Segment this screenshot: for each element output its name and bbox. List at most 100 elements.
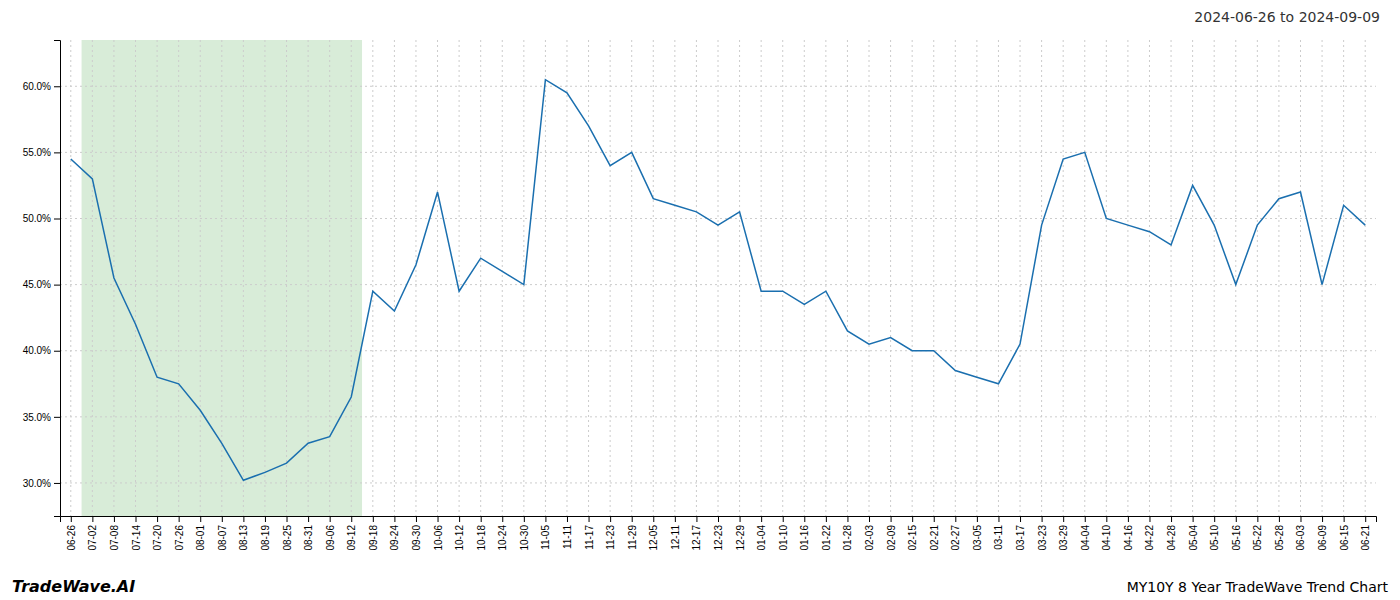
- grid-line: [761, 40, 762, 516]
- tick: 06-15: [1339, 516, 1350, 551]
- tick-mark: [438, 516, 439, 522]
- grid-line: [739, 40, 740, 516]
- tick: 05-04: [1188, 516, 1199, 551]
- tick-label: 09-30: [411, 525, 422, 551]
- grid-line: [351, 40, 352, 516]
- tick: 06-26: [66, 516, 77, 551]
- grid-line: [631, 40, 632, 516]
- tick: 08-13: [238, 516, 249, 551]
- tick-label: 10-24: [497, 525, 508, 551]
- tick: 30.0%: [23, 478, 60, 489]
- tick-mark: [351, 516, 352, 522]
- marks: [60, 40, 1376, 516]
- tick-mark: [1063, 516, 1064, 522]
- tick-mark: [1214, 516, 1215, 522]
- tick-label: 10-18: [476, 525, 487, 551]
- tick-mark: [481, 516, 482, 522]
- tick-label: 08-13: [238, 525, 249, 551]
- tick-mark: [1344, 516, 1345, 522]
- tick-label: 12-29: [735, 525, 746, 551]
- tick-label: 03-11: [993, 525, 1004, 550]
- tick: 08-01: [195, 516, 206, 551]
- tick: 50.0%: [23, 213, 60, 224]
- grid-line: [1214, 40, 1215, 516]
- tick-label: 02-27: [950, 525, 961, 551]
- tick: 07-20: [152, 516, 163, 551]
- grid-line: [782, 40, 783, 516]
- tick: 04-04: [1080, 516, 1091, 551]
- tick-label: 06-26: [66, 525, 77, 551]
- tick-label: 09-06: [325, 525, 336, 551]
- tick-mark: [977, 516, 978, 522]
- plot: 30.0%35.0%40.0%45.0%50.0%55.0%60.0%06-26…: [23, 40, 1377, 551]
- tick: 10-18: [476, 516, 487, 551]
- tick-label: 08-07: [217, 525, 228, 551]
- tick-label: 04-28: [1166, 525, 1177, 551]
- grid-line: [329, 40, 330, 516]
- grid-line: [1084, 40, 1085, 516]
- tick-mark: [54, 483, 60, 484]
- tick-mark: [459, 516, 460, 522]
- tick: 02-09: [886, 516, 897, 551]
- tick-label: 11-11: [562, 525, 573, 550]
- tick: 05-28: [1274, 516, 1285, 551]
- tick-mark: [1193, 516, 1194, 522]
- tick-mark: [373, 516, 374, 522]
- grid-line: [566, 40, 567, 516]
- tick-label: 11-23: [605, 525, 616, 550]
- grid-line: [1343, 40, 1344, 516]
- tick: 12-17: [691, 516, 702, 551]
- tick-label: 05-04: [1188, 525, 1199, 551]
- tick: 05-16: [1231, 516, 1242, 551]
- tick: 01-04: [756, 516, 767, 551]
- grid-line: [200, 40, 201, 516]
- tick-label: 12-17: [691, 525, 702, 551]
- tick-mark: [136, 516, 137, 522]
- tick-label: 02-03: [864, 525, 875, 551]
- tick-label: 04-16: [1123, 525, 1134, 551]
- grid-line: [1171, 40, 1172, 516]
- tick-mark: [1106, 516, 1107, 522]
- tick-label: 07-08: [109, 525, 120, 551]
- grid-line: [60, 482, 1376, 483]
- grid-line: [890, 40, 891, 516]
- tick: 01-28: [842, 516, 853, 551]
- tick: 12-05: [648, 516, 659, 551]
- annotation: TradeWave.AI: [12, 577, 135, 596]
- tick: 06-21: [1360, 516, 1371, 551]
- tick-label: 03-23: [1037, 525, 1048, 551]
- tick-mark: [54, 152, 60, 153]
- tick-label: 02-09: [886, 525, 897, 551]
- grid-line: [92, 40, 93, 516]
- tick: 04-22: [1144, 516, 1155, 551]
- tick-mark: [632, 516, 633, 522]
- tick-label: 05-28: [1274, 525, 1285, 551]
- tick: 11-29: [627, 516, 638, 550]
- grid-line: [437, 40, 438, 516]
- tick-mark: [955, 516, 956, 522]
- tick: 11-23: [605, 516, 616, 550]
- tick: 11-11: [562, 516, 573, 549]
- grid-line: [998, 40, 999, 516]
- tick: 11-17: [584, 516, 595, 550]
- tick-mark: [416, 516, 417, 522]
- tick-label: 02-21: [929, 525, 940, 551]
- x-axis: 06-2607-0207-0807-1407-2007-2608-0108-07…: [61, 516, 1377, 551]
- grid-line: [60, 284, 1376, 285]
- tick: 05-10: [1209, 516, 1220, 551]
- tick-mark: [1236, 516, 1237, 522]
- tick-mark: [54, 86, 60, 87]
- tick: 07-14: [131, 516, 142, 551]
- grid-line: [804, 40, 805, 516]
- tick-mark: [891, 516, 892, 522]
- axis-line: [61, 517, 1377, 523]
- grid-line: [1300, 40, 1301, 516]
- tick-label: 04-22: [1144, 525, 1155, 551]
- grid-line: [588, 40, 589, 516]
- grid-line: [372, 40, 373, 516]
- grid-line: [912, 40, 913, 516]
- tick-label: 08-25: [282, 525, 293, 551]
- tick: 04-16: [1123, 516, 1134, 551]
- tick: 03-17: [1015, 516, 1026, 551]
- tick-label: 12-23: [713, 525, 724, 551]
